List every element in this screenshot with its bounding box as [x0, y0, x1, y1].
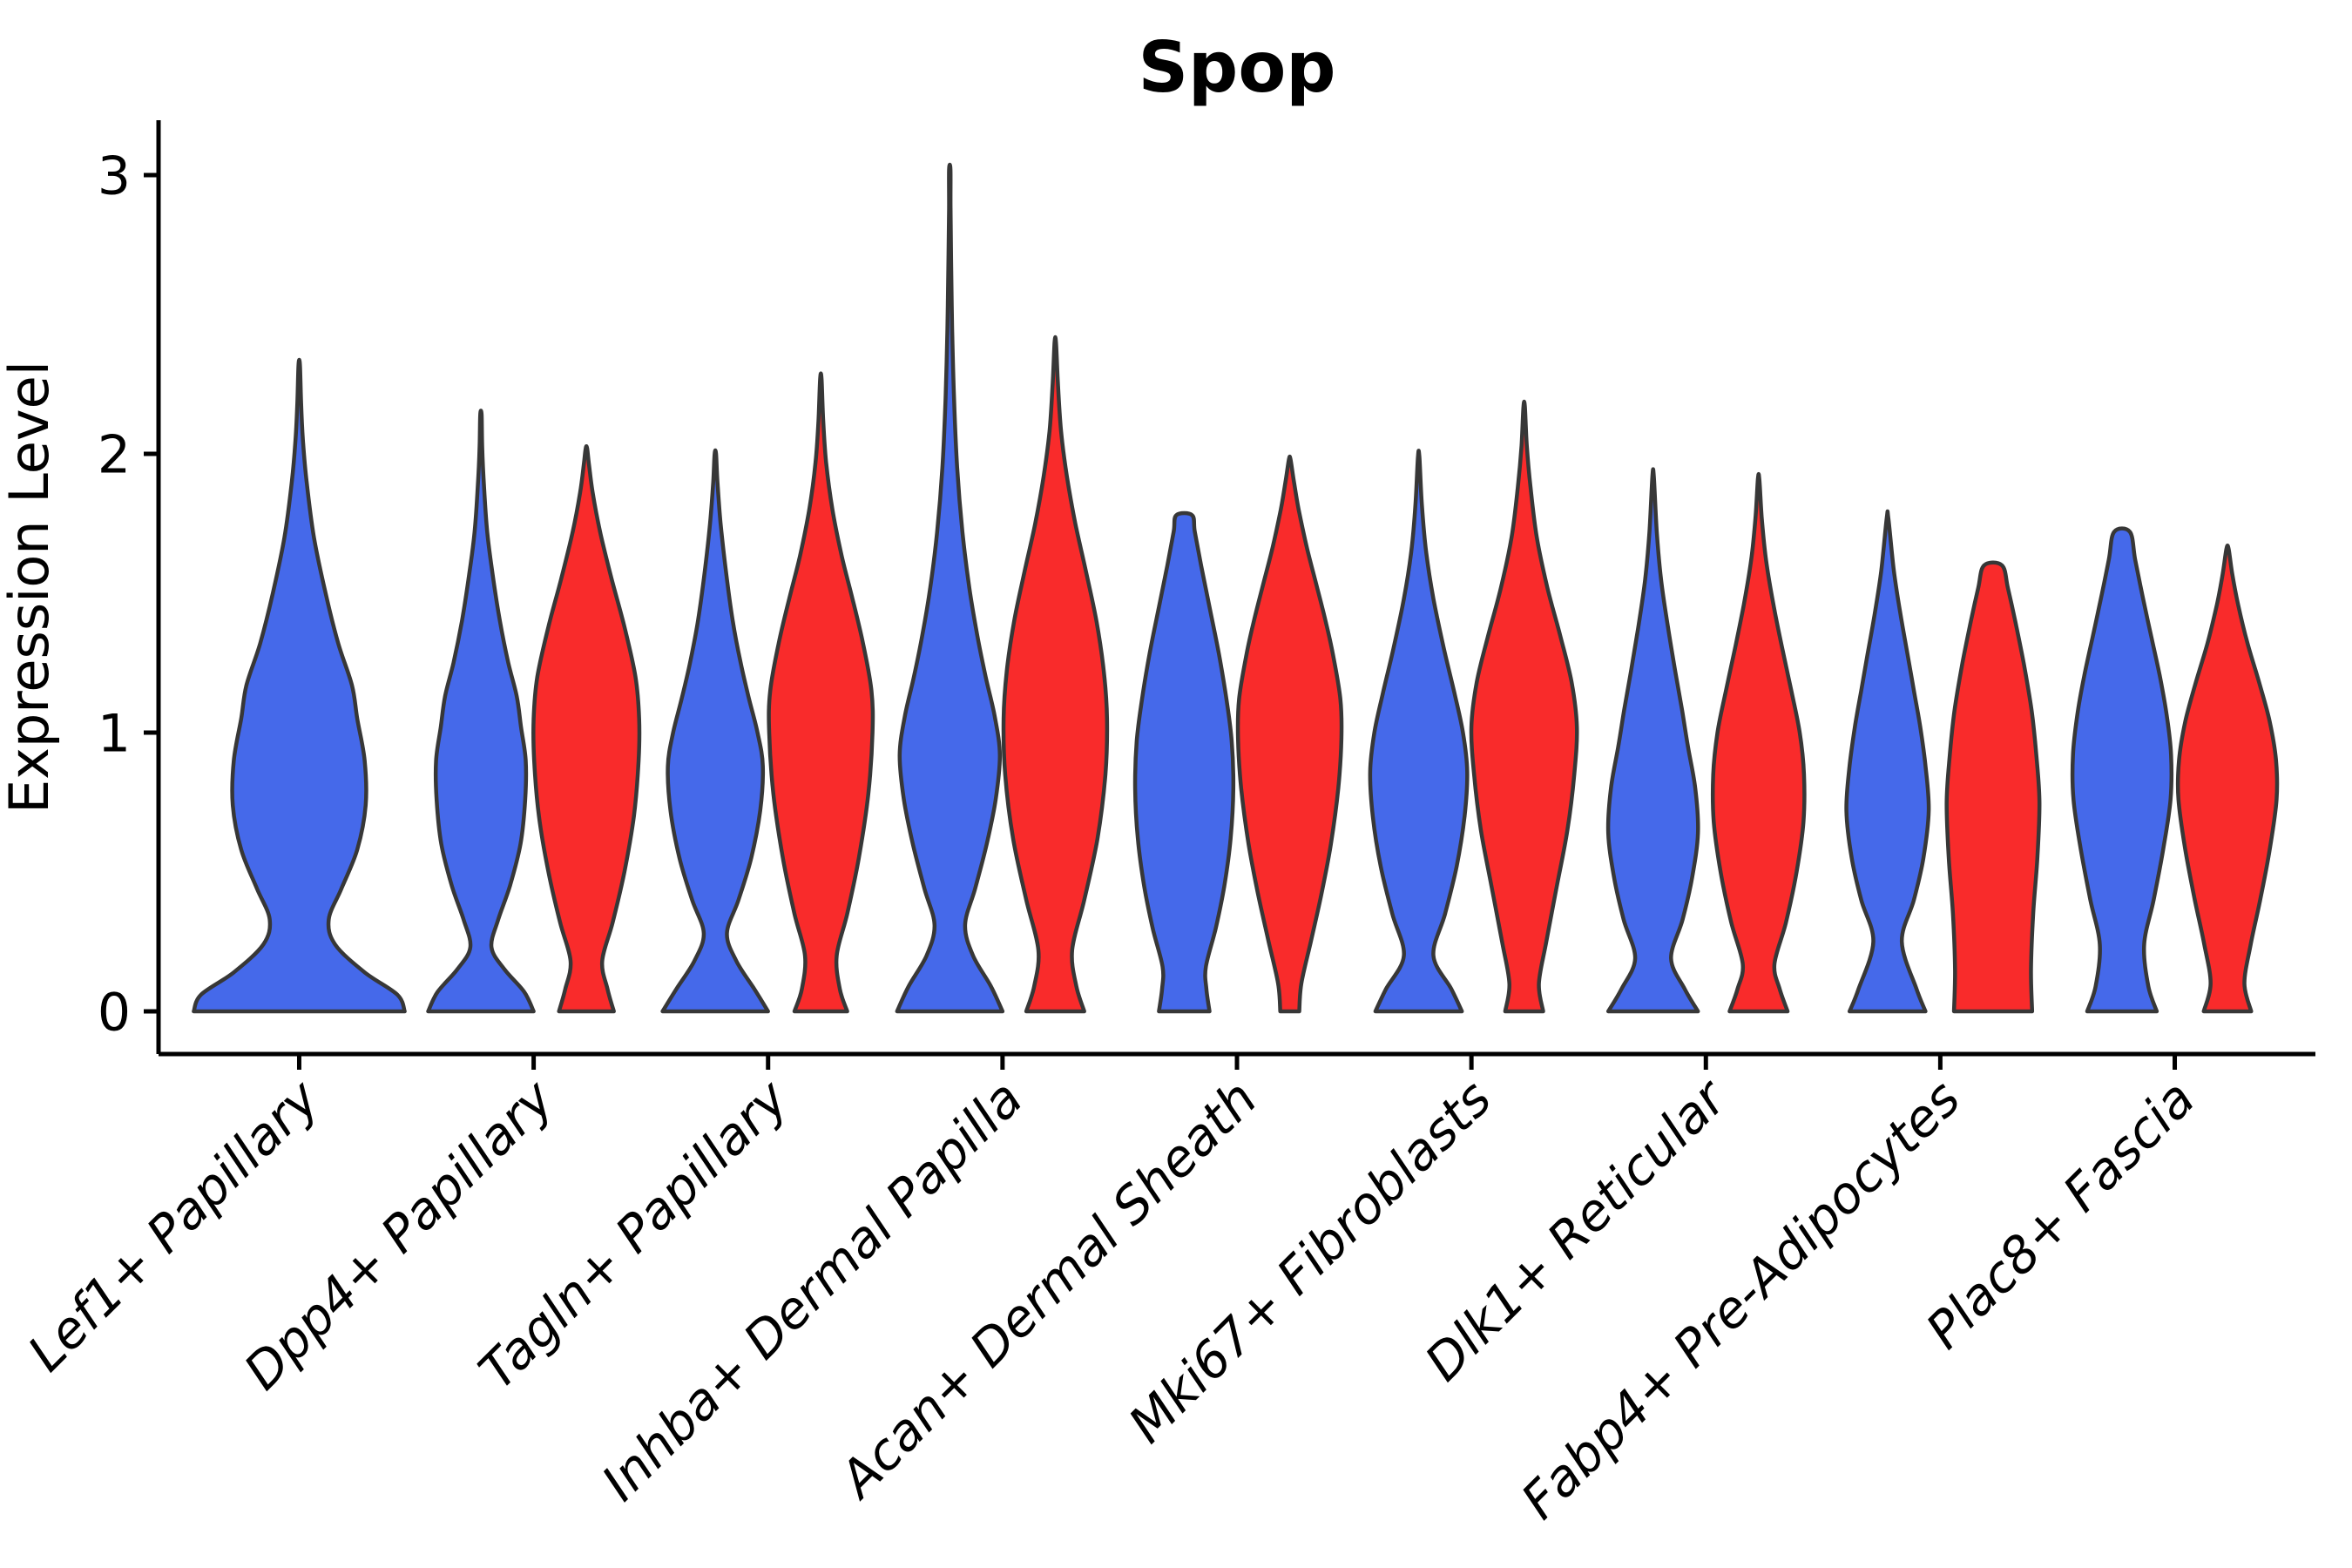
violin-blue-plac8-fascia — [2070, 526, 2174, 1014]
violin-red-plac8-fascia — [2175, 543, 2280, 1014]
y-tick-label: 2 — [98, 425, 131, 486]
y-tick-label: 0 — [98, 983, 131, 1044]
violin-red-mki67-fibroblasts — [1469, 399, 1579, 1014]
violin-red-fabp4-pre-adipocytes — [1944, 560, 2042, 1014]
violin-red-dlk1-reticular — [1710, 471, 1807, 1014]
violin-blue-lef1-papillary — [192, 357, 407, 1014]
violin-blue-dpp4-papillary — [426, 409, 536, 1014]
violin-blue-inhba-dermal-papilla — [895, 162, 1005, 1014]
violin-blue-acan-dermal-sheath — [1132, 510, 1236, 1014]
y-axis-label: Expression Level — [0, 361, 61, 814]
violin-red-acan-dermal-sheath — [1235, 454, 1344, 1014]
violin-blue-fabp4-pre-adipocytes — [1844, 509, 1931, 1014]
violin-red-inhba-dermal-papilla — [1001, 335, 1110, 1014]
violin-blue-dlk1-reticular — [1605, 467, 1700, 1014]
violins-layer — [192, 162, 2280, 1014]
violin-red-dpp4-papillary — [531, 443, 642, 1014]
violin-blue-mki67-fibroblasts — [1368, 449, 1470, 1014]
plot-title: Spop — [1138, 27, 1335, 108]
y-tick-label: 3 — [98, 146, 131, 207]
violin-blue-tagln-papillary — [660, 448, 770, 1014]
violin-red-tagln-papillary — [767, 371, 875, 1014]
y-tick-label: 1 — [98, 704, 131, 765]
